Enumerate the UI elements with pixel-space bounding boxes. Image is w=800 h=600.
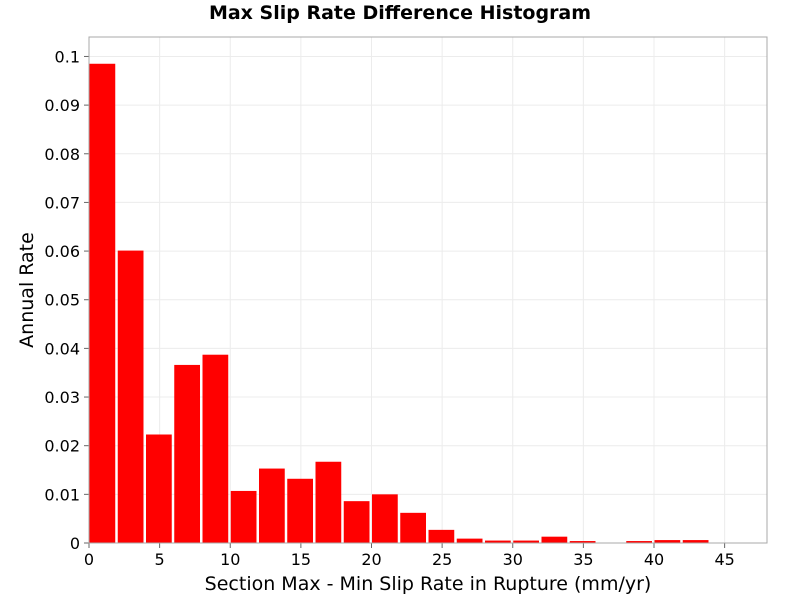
chart-title: Max Slip Rate Difference Histogram	[208, 2, 592, 24]
y-tick-label: 0.09	[44, 96, 80, 115]
histogram-bar	[569, 541, 596, 543]
histogram-bar	[343, 501, 370, 543]
plot-border	[88, 36, 768, 544]
histogram-bar	[89, 63, 116, 544]
x-tick-label: 10	[220, 550, 240, 569]
x-tick-label: 25	[432, 550, 452, 569]
histogram-bar	[230, 490, 257, 543]
axes: 0 5 10 15 20 25 30 35 40 45 0 0.01 0.02 0.03 0.04 0.05 0…	[44, 36, 768, 569]
histogram-bar	[626, 541, 652, 543]
x-tick-label: 30	[503, 550, 523, 569]
x-tick-label: 45	[714, 550, 734, 569]
x-tick-label: 20	[361, 550, 381, 569]
histogram-bar	[372, 494, 398, 543]
histogram-bar	[513, 540, 539, 543]
y-tick-label: 0.05	[44, 291, 80, 310]
histogram-bar	[456, 538, 483, 543]
y-tick-label: 0.02	[44, 437, 80, 456]
bars	[89, 63, 765, 544]
y-tick-label: 0.08	[44, 145, 80, 164]
x-tick-label: 40	[644, 550, 664, 569]
x-tick-label: 15	[291, 550, 311, 569]
x-tick-label: 0	[84, 550, 94, 569]
histogram-bar	[541, 536, 568, 543]
histogram-bar	[485, 540, 511, 543]
x-tick-label: 5	[155, 550, 165, 569]
x-tick-label: 35	[573, 550, 593, 569]
histogram-bar	[259, 468, 285, 543]
histogram-bar	[400, 512, 426, 543]
histogram-bar	[202, 354, 229, 543]
y-tick-label: 0	[70, 534, 80, 553]
y-tick-label: 0.01	[44, 485, 80, 504]
grid-lines	[88, 37, 767, 544]
histogram-bar	[315, 461, 342, 543]
histogram-bar	[654, 540, 681, 543]
histogram-bar	[428, 529, 455, 543]
histogram-bar	[117, 250, 144, 543]
y-axis-label: Annual Rate	[16, 232, 38, 348]
y-tick-label: 0.04	[44, 339, 80, 358]
histogram-bar	[682, 540, 709, 543]
y-tick-label: 0.03	[44, 388, 80, 407]
y-tick-label: 0.07	[44, 193, 80, 212]
histogram-bar	[146, 434, 172, 543]
histogram-bar	[174, 364, 200, 543]
y-tick-label: 0.06	[44, 242, 80, 261]
histogram-bar	[287, 478, 313, 543]
y-tick-label: 0.1	[55, 47, 80, 66]
x-axis-label: Section Max - Min Slip Rate in Rupture (…	[205, 573, 652, 595]
